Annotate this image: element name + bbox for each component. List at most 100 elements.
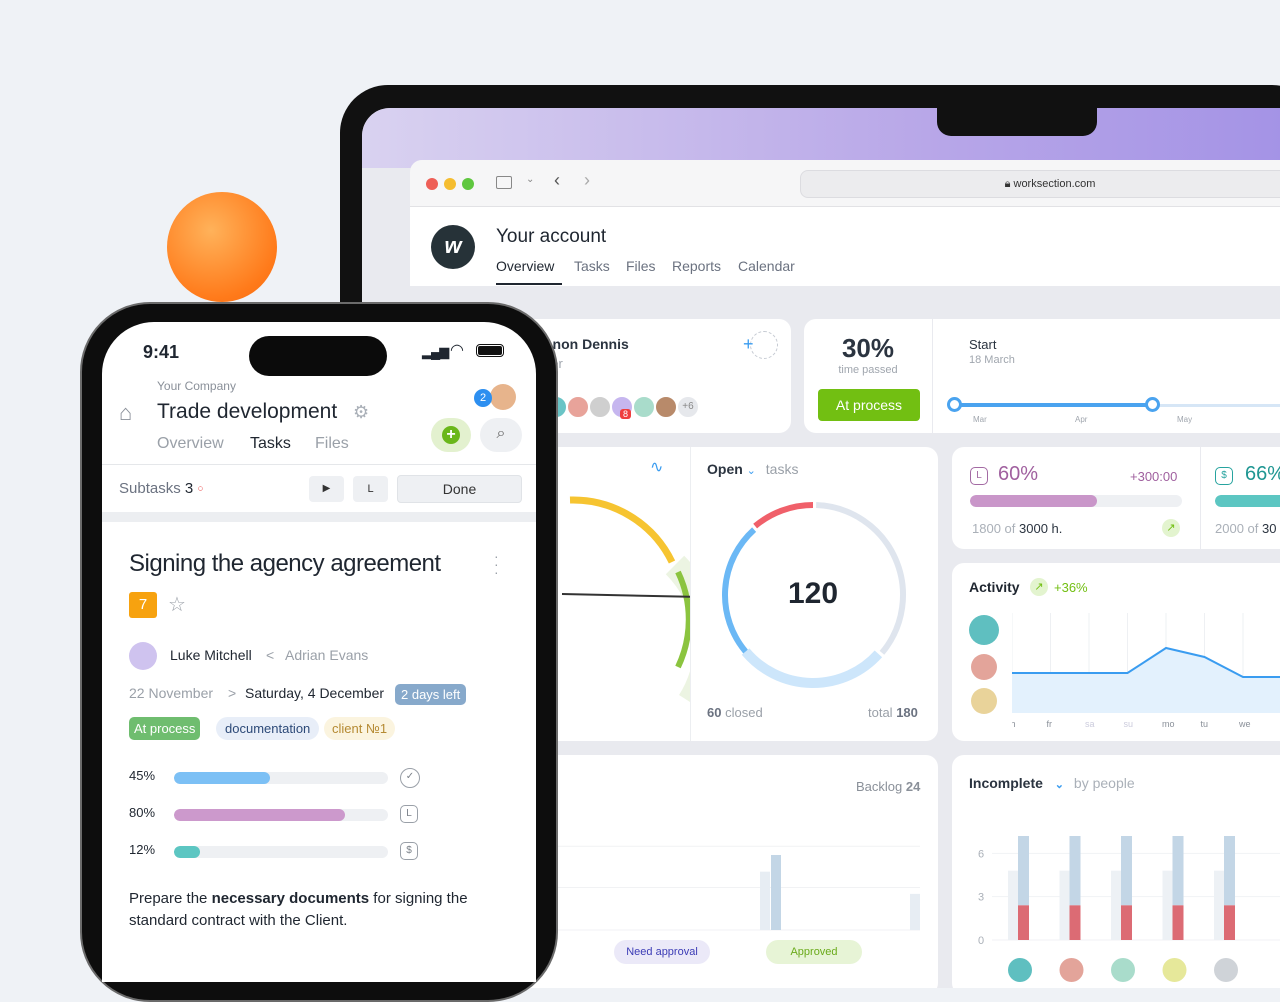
days-left-badge: 2 days left <box>395 684 467 705</box>
time-passed-percent: 30% <box>841 333 895 363</box>
tab-tasks[interactable]: Tasks <box>250 435 291 452</box>
bar-background <box>1111 870 1121 940</box>
budget-percent: 66% <box>1245 463 1280 485</box>
tab-overview[interactable]: Overview <box>157 435 224 452</box>
search-button[interactable]: ⌕ <box>480 418 522 452</box>
settings-gear-icon[interactable]: ⚙ <box>353 402 370 422</box>
bar-planned <box>760 871 770 930</box>
chevron-down-icon[interactable]: ⌄ <box>526 174 535 185</box>
donut-light-arc <box>741 648 883 688</box>
chip-need-approval[interactable]: Need approval <box>614 940 710 964</box>
user-avatar[interactable] <box>490 384 516 410</box>
month-label: Mar <box>973 415 987 424</box>
home-icon[interactable]: ⌂ <box>119 400 133 425</box>
status-tag[interactable]: At process <box>129 717 201 740</box>
month-label: May <box>1177 415 1193 424</box>
add-task-button[interactable]: + <box>431 418 471 452</box>
avatar <box>1008 958 1032 982</box>
total-value: 180 <box>896 705 918 720</box>
status-button[interactable]: At process <box>818 389 920 421</box>
tab-files[interactable]: Files <box>315 435 349 452</box>
avatar[interactable] <box>969 615 999 645</box>
wifi-icon: ◠ <box>450 342 464 359</box>
avatar[interactable] <box>588 395 612 419</box>
avatar[interactable] <box>654 395 678 419</box>
sidebar-toggle-icon[interactable] <box>496 176 512 189</box>
minimize-window-button[interactable] <box>444 178 456 190</box>
company-name: Your Company <box>157 379 236 393</box>
tasks-card: ∿ timal Open ⌄ tasks 120 60 closed total… <box>510 447 938 741</box>
timeline-progress <box>953 403 1151 407</box>
done-button[interactable]: Done <box>397 475 522 503</box>
hours-delta: +300:00 <box>1130 469 1178 484</box>
tab-calendar[interactable]: Calendar <box>738 258 795 274</box>
avatar[interactable] <box>566 395 590 419</box>
avatar[interactable]: 8 <box>610 395 634 419</box>
back-icon[interactable]: ‹ <box>554 170 560 190</box>
bar-background <box>1214 870 1224 940</box>
bar-planned <box>910 893 920 930</box>
of-label: of <box>1247 521 1259 536</box>
pulse-icon[interactable]: ∿ <box>650 459 664 476</box>
gauge-chart <box>561 496 690 702</box>
star-icon[interactable]: ☆ <box>168 594 186 616</box>
project-title: Trade development <box>157 400 338 423</box>
separator: < <box>266 647 275 663</box>
tab-files[interactable]: Files <box>626 258 656 274</box>
assignee-name[interactable]: Luke Mitchell <box>170 647 252 663</box>
forward-icon[interactable]: › <box>584 170 590 190</box>
closed-label: closed <box>725 705 763 720</box>
timeline-start-handle[interactable] <box>947 397 962 412</box>
more-options-icon[interactable]: · · · <box>494 548 499 580</box>
assignee-avatar[interactable] <box>129 642 157 670</box>
activity-delta: +36% <box>1054 580 1088 595</box>
documentation-tag[interactable]: documentation <box>216 717 320 740</box>
activity-line <box>1012 646 1280 678</box>
subtasks-text: Subtasks <box>119 480 181 497</box>
status-chart <box>510 820 920 931</box>
task-description: Prepare the necessary documents for sign… <box>129 888 489 932</box>
tab-overview[interactable]: Overview <box>496 258 555 274</box>
start-date: 22 November <box>129 685 214 701</box>
maximize-window-button[interactable] <box>462 178 474 190</box>
more-members[interactable]: +6 <box>676 395 700 419</box>
add-member-icon[interactable]: + <box>743 331 778 359</box>
timer-button[interactable]: L <box>353 476 388 502</box>
backlog-label: Backlog <box>856 779 903 794</box>
dollar-icon: $ <box>400 842 418 860</box>
tasks-donut-chart <box>722 502 906 688</box>
x-tick-label: th <box>1012 719 1016 729</box>
y-tick-label: 6 <box>978 848 984 860</box>
bar-segment-remaining <box>1069 836 1081 906</box>
incomplete-title: Incomplete <box>969 775 1043 791</box>
subtasks-label: Subtasks 3 ○ <box>119 480 203 497</box>
timeline-card: Start 18 March Mar Apr May <box>933 319 1280 433</box>
client-tag[interactable]: client №1 <box>324 717 396 740</box>
hours-total: 3000 h. <box>1019 521 1063 536</box>
incomplete-select[interactable]: Incomplete ⌄ by people <box>969 775 1135 791</box>
tab-tasks[interactable]: Tasks <box>574 258 610 274</box>
avatar[interactable] <box>632 395 656 419</box>
chip-approved[interactable]: Approved <box>766 940 862 964</box>
due-date[interactable]: Saturday, 4 December <box>245 685 385 701</box>
progress-bar <box>174 809 388 821</box>
address-bar[interactable]: 🔒︎ worksection.com <box>800 170 1280 198</box>
close-window-button[interactable] <box>426 178 438 190</box>
desc-bold: necessary documents <box>211 890 370 907</box>
donut-track-arc <box>816 502 906 655</box>
author-name[interactable]: Adrian Evans <box>285 647 369 663</box>
bar-actual <box>771 855 781 930</box>
gauge-green-arc <box>675 570 690 669</box>
task-filter-select[interactable]: Open ⌄ tasks <box>707 461 798 477</box>
total-label: total <box>868 705 893 720</box>
avatar[interactable] <box>971 654 997 680</box>
tab-reports[interactable]: Reports <box>672 258 722 274</box>
bar-segment-overdue <box>1121 905 1132 940</box>
date-arrow: > <box>228 685 237 701</box>
priority-badge[interactable]: 7 <box>129 592 157 618</box>
status-time: 9:41 <box>143 342 180 362</box>
month-label: Apr <box>1075 415 1088 424</box>
timeline-current-handle[interactable] <box>1145 397 1160 412</box>
play-button[interactable]: ▶ <box>309 476 344 502</box>
avatar[interactable] <box>971 688 997 714</box>
